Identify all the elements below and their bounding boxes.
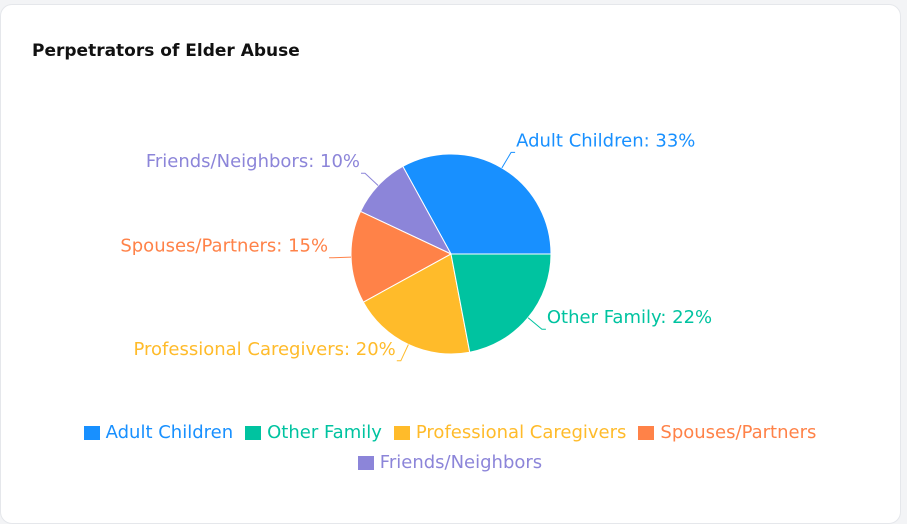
pie-slice-professional-caregivers[interactable] <box>362 253 471 355</box>
legend-label: Friends/Neighbors <box>379 452 543 473</box>
legend-item-adult-children[interactable]: Adult Children <box>83 421 234 445</box>
pie-slice-spouses-partners[interactable] <box>350 210 453 303</box>
leader-line-friends-neighbors <box>361 172 379 186</box>
legend-swatch <box>245 426 262 440</box>
legend-item-spouses-partners[interactable]: Spouses/Partners <box>638 421 816 445</box>
legend-label: Other Family <box>267 422 382 443</box>
slice-label-friends-neighbors: Friends/Neighbors: 10% <box>146 151 360 172</box>
slice-label-other-family: Other Family: 22% <box>547 307 712 328</box>
leader-line-other-family <box>527 317 546 330</box>
legend-label: Adult Children <box>105 422 234 443</box>
legend-swatch <box>83 426 100 440</box>
slice-label-professional-caregivers: Professional Caregivers: 20% <box>133 339 395 360</box>
leader-line-adult-children <box>501 151 516 169</box>
legend-swatch <box>393 426 410 440</box>
leader-line-spouses-partners <box>329 256 352 259</box>
legend-swatch <box>638 426 655 440</box>
legend-item-professional-caregivers[interactable]: Professional Caregivers <box>393 421 627 445</box>
pie-chart: Adult Children: 33% Friends/Neighbors: 10… <box>120 130 712 362</box>
pie-slice-other-family[interactable] <box>450 253 552 353</box>
legend-swatch <box>357 456 374 470</box>
leader-line-professional-caregivers <box>396 344 409 362</box>
legend-label: Professional Caregivers <box>415 422 627 443</box>
legend-item-other-family[interactable]: Other Family <box>245 421 382 445</box>
chart-title: Perpetrators of Elder Abuse <box>32 41 300 61</box>
chart-legend: Adult Children Other Family Professional C… <box>60 421 840 475</box>
legend-item-friends-neighbors[interactable]: Friends/Neighbors <box>357 451 543 475</box>
slice-label-adult-children: Adult Children: 33% <box>516 130 695 151</box>
legend-label: Spouses/Partners <box>660 422 817 443</box>
pie-slice-adult-children[interactable] <box>402 153 552 255</box>
slice-label-spouses-partners: Spouses/Partners: 15% <box>120 236 328 257</box>
